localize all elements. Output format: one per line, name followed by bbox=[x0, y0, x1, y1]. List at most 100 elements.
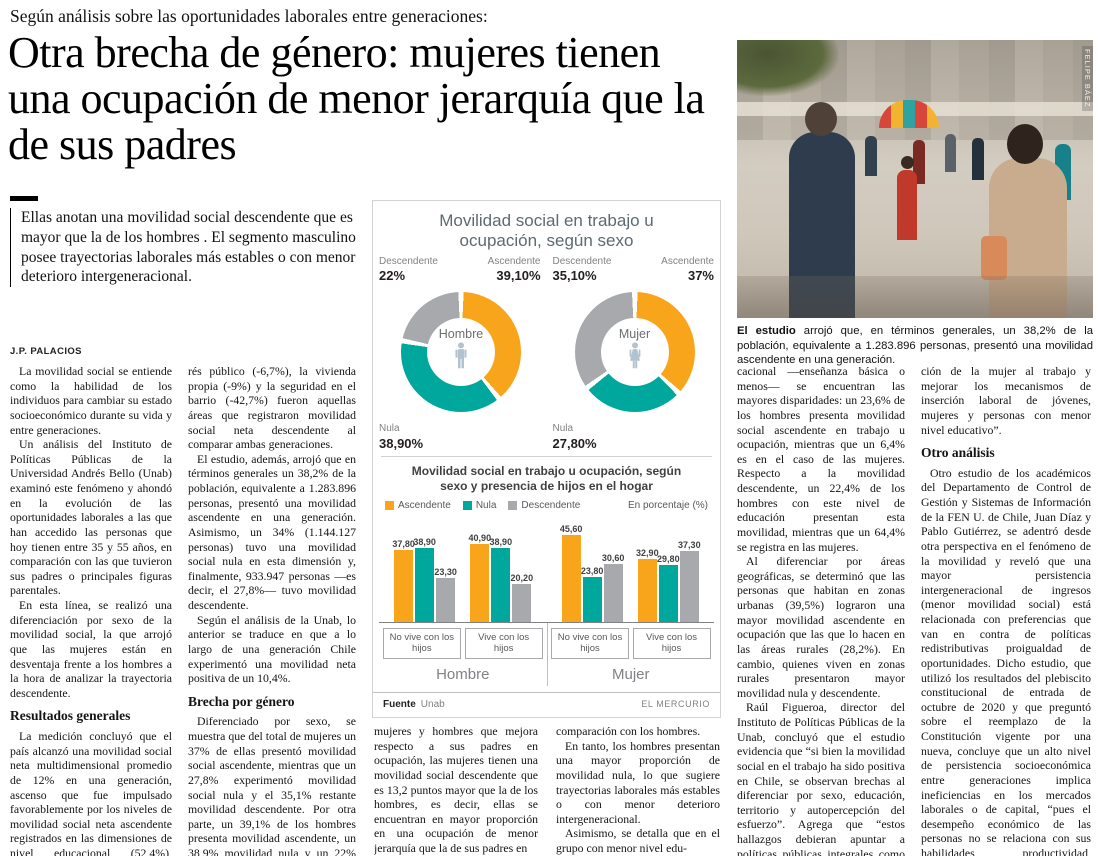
bar bbox=[436, 577, 456, 622]
lede-tick bbox=[10, 196, 38, 201]
headline: Otra brecha de género: mujeres tienen un… bbox=[8, 28, 705, 170]
sex-label-hombre: Hombre bbox=[436, 665, 490, 683]
paragraph: Al diferenciar por áreas geográficas, se… bbox=[737, 554, 905, 700]
group-label: No vive con los hijos bbox=[382, 627, 461, 659]
paragraph: El estudio, además, arrojó que en términ… bbox=[188, 451, 356, 612]
bar-group: 32,90 29,80 37,30 bbox=[636, 540, 701, 622]
paragraph: Según el análisis de la Unab, lo anterio… bbox=[188, 612, 356, 686]
pedestrian bbox=[865, 136, 877, 176]
group-label: Vive con los hijos bbox=[464, 627, 543, 659]
donut-mujer: Descendente 35,10% Ascendente 37% Mujer bbox=[547, 256, 721, 454]
bar bbox=[561, 534, 581, 622]
photo-credit: FELIPE BÁEZ bbox=[1082, 46, 1093, 111]
photo-caption: El estudio arrojó que, en términos gener… bbox=[737, 325, 1093, 367]
kicker: Según análisis sobre las oportunidades l… bbox=[10, 6, 488, 26]
label-descendente: Descendente 22% bbox=[379, 255, 438, 284]
body-column-5: cacional —enseñanza básica o menos— se e… bbox=[737, 364, 905, 856]
mercurio-credit: EL MERCURIO bbox=[641, 698, 710, 709]
subhead-otro-analisis: Otro análisis bbox=[921, 445, 995, 461]
label-ascendente: Ascendente 37% bbox=[661, 255, 714, 284]
paragraph: cacional —enseñanza básica o menos— se e… bbox=[737, 364, 905, 554]
bar bbox=[637, 558, 657, 622]
lede-text: Ellas anotan una movilidad social descen… bbox=[10, 208, 358, 288]
body-column-2: rés público (-6,7%), la vivienda propia … bbox=[188, 364, 356, 856]
donut-chart-mujer: Mujer bbox=[574, 291, 695, 412]
bar bbox=[582, 576, 602, 622]
label-descendente: Descendente 35,10% bbox=[552, 255, 612, 284]
donut-center: Hombre bbox=[427, 317, 495, 386]
bar-group: 45,60 23,80 30,60 bbox=[560, 524, 624, 622]
bar-group: 37,80 38,90 23,30 bbox=[392, 537, 457, 622]
bar bbox=[491, 547, 511, 622]
female-icon bbox=[626, 342, 644, 377]
bar-section-hombre: 37,80 38,90 23,30 40,90 38,90 20,20 No v… bbox=[379, 521, 547, 686]
lede-block: Ellas anotan una movilidad social descen… bbox=[10, 196, 358, 288]
paragraph: ción de la mujer al trabajo y mejorar lo… bbox=[921, 364, 1091, 437]
subhead-brecha-por-genero: Brecha por género bbox=[188, 693, 295, 709]
donut-chart-hombre: Hombre bbox=[401, 291, 521, 412]
source-label: Fuente bbox=[383, 698, 416, 710]
foliage bbox=[737, 40, 839, 96]
pedestrian-red-shirt bbox=[897, 170, 917, 240]
group-label: No vive con los hijos bbox=[551, 627, 629, 659]
paragraph: Un análisis del Instituto de Políticas P… bbox=[10, 437, 172, 598]
sex-label-mujer: Mujer bbox=[611, 665, 650, 683]
paragraph: rés público (-6,7%), la vivienda propia … bbox=[188, 364, 356, 452]
bar bbox=[415, 547, 435, 622]
paragraph: La movilidad social se entiende como la … bbox=[10, 364, 172, 437]
subhead-resultados-generales: Resultados generales bbox=[10, 708, 131, 724]
legend: Ascendente Nula Descendente En porcentaj… bbox=[373, 500, 720, 511]
infographic-footer: Fuente Unab EL MERCURIO bbox=[373, 691, 720, 710]
label-nula: Nula 38,90% bbox=[379, 423, 424, 451]
bar bbox=[470, 543, 490, 622]
donut-charts: Descendente 22% Ascendente 39,10% Hombre bbox=[373, 256, 720, 454]
donut-center: Mujer bbox=[600, 317, 669, 386]
pavement bbox=[737, 276, 1093, 318]
bar-group: 40,90 38,90 20,20 bbox=[469, 533, 533, 622]
bar bbox=[394, 549, 414, 622]
bar bbox=[512, 583, 532, 622]
label-nula: Nula 27,80% bbox=[552, 423, 597, 451]
infographic-title: Movilidad social en trabajo u ocupación,… bbox=[439, 211, 654, 251]
bar bbox=[679, 550, 699, 622]
bar-section-mujer: 45,60 23,80 30,60 32,90 29,80 37,30 No v… bbox=[546, 521, 714, 686]
bar-chart-title: Movilidad social en trabajo u ocupación,… bbox=[411, 463, 682, 493]
legend-swatch-ascendente bbox=[385, 500, 394, 510]
bar bbox=[603, 563, 623, 622]
man-navy-head bbox=[805, 102, 837, 136]
body-column-6: ción de la mujer al trabajo y mejorar lo… bbox=[921, 364, 1091, 856]
street-photo: FELIPE BÁEZ bbox=[737, 40, 1093, 318]
paragraph: comparación con los hombres. bbox=[556, 724, 701, 738]
byline: J.P. PALACIOS bbox=[10, 346, 82, 357]
bar bbox=[658, 564, 678, 622]
label-ascendente: Ascendente 39,10% bbox=[487, 255, 541, 284]
paragraph: La medición concluyó que el país alcanzó… bbox=[10, 729, 172, 856]
man-navy-back bbox=[789, 132, 855, 318]
paragraph: mujeres y hombres que mejora respecto a … bbox=[374, 724, 538, 855]
bar-chart: 37,80 38,90 23,30 40,90 38,90 20,20 No v… bbox=[373, 521, 720, 686]
pedestrian bbox=[913, 140, 925, 184]
body-column-1: La movilidad social se entiende como la … bbox=[10, 364, 172, 856]
group-label: Vive con los hijos bbox=[632, 627, 711, 659]
paragraph: En tanto, los hombres presentan una mayo… bbox=[556, 738, 720, 826]
source: Unab bbox=[420, 698, 445, 710]
pedestrian bbox=[972, 138, 984, 180]
woman-bag bbox=[981, 236, 1007, 280]
unit-note: En porcentaje (%) bbox=[627, 499, 708, 511]
divider bbox=[381, 455, 712, 457]
male-icon bbox=[452, 342, 470, 377]
infographic: Movilidad social en trabajo u ocupación,… bbox=[372, 200, 721, 718]
paragraph: Asimismo, se detalla que en el grupo con… bbox=[556, 826, 720, 855]
pedestrian-head bbox=[901, 156, 914, 169]
paragraph: En esta línea, se realizó una diferencia… bbox=[10, 598, 172, 700]
woman-head bbox=[1007, 124, 1043, 164]
legend-swatch-nula bbox=[462, 500, 472, 510]
body-column-4: comparación con los hombres. En tanto, l… bbox=[556, 724, 720, 856]
body-column-3: mujeres y hombres que mejora respecto a … bbox=[374, 724, 538, 856]
paragraph: Raúl Figueroa, director del Instituto de… bbox=[737, 700, 905, 856]
paragraph: Otro estudio de los académicos del Depar… bbox=[921, 465, 1091, 856]
pedestrian bbox=[945, 134, 956, 172]
legend-swatch-descendente bbox=[508, 500, 518, 510]
paragraph: Diferenciado por sexo, se muestra que de… bbox=[188, 714, 356, 856]
donut-hombre: Descendente 22% Ascendente 39,10% Hombre bbox=[373, 256, 547, 454]
